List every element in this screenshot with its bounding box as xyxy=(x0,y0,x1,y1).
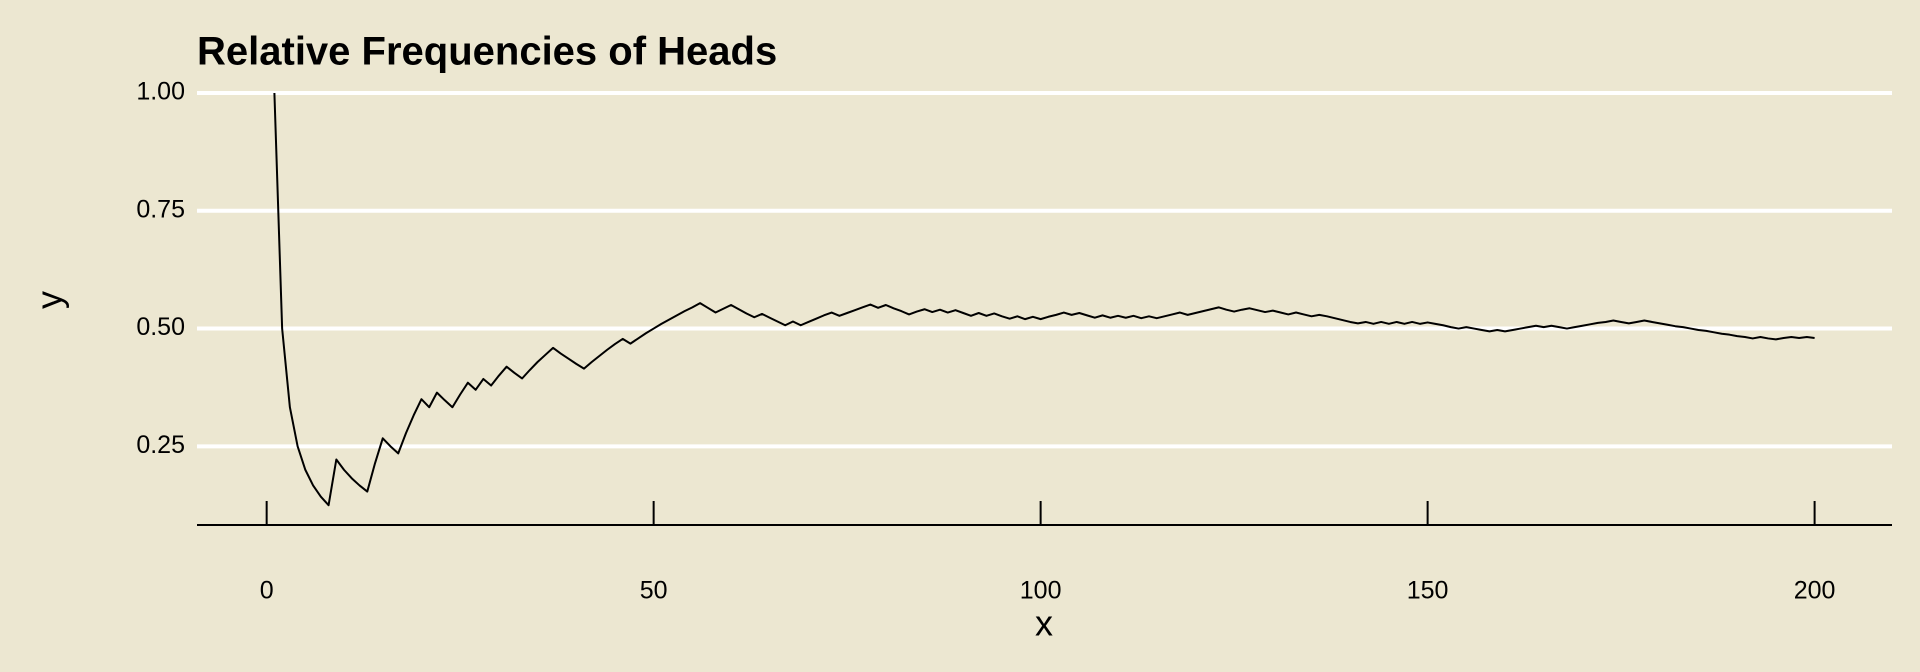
x-tick-label: 50 xyxy=(640,577,668,605)
x-tick-label: 0 xyxy=(260,577,274,605)
chart-title: Relative Frequencies of Heads xyxy=(197,30,777,74)
data-line xyxy=(273,92,1815,507)
x-axis-label: x xyxy=(1035,603,1053,644)
x-tick-label: 200 xyxy=(1794,577,1836,605)
y-axis-label: y xyxy=(29,291,70,309)
x-tick-label: 150 xyxy=(1407,577,1449,605)
y-tick-label: 1.00 xyxy=(136,78,185,106)
y-tick-label: 0.50 xyxy=(136,313,185,341)
y-tick-label: 0.25 xyxy=(136,431,185,459)
x-tick-label: 100 xyxy=(1020,577,1062,605)
y-tick-label: 0.75 xyxy=(136,195,185,223)
